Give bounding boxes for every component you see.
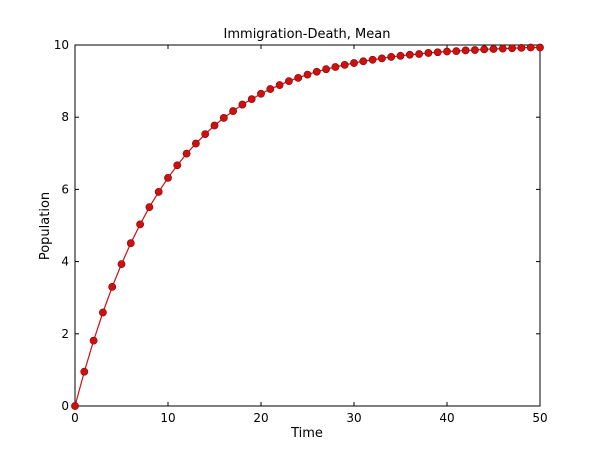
- data-point: [377, 54, 386, 63]
- data-point: [517, 43, 526, 52]
- data-point: [461, 46, 470, 55]
- data-point: [396, 51, 405, 60]
- series-line: [74, 46, 540, 407]
- data-point: [201, 130, 210, 139]
- y-tick-label: 6: [61, 182, 69, 196]
- data-point: [433, 48, 442, 57]
- data-point: [154, 188, 163, 196]
- data-point: [257, 89, 265, 98]
- data-point: [136, 220, 144, 229]
- y-tick-label: 0: [61, 399, 69, 413]
- x-axis-label: Time: [290, 426, 323, 441]
- data-point: [443, 47, 451, 56]
- data-point: [526, 43, 535, 52]
- data-point: [108, 282, 117, 291]
- data-point: [536, 43, 544, 52]
- data-point: [191, 139, 200, 148]
- data-point: [508, 44, 516, 53]
- data-point: [368, 55, 377, 64]
- data-point: [322, 65, 330, 74]
- y-tick-label: 4: [61, 255, 69, 269]
- y-tick-label: 2: [61, 327, 69, 341]
- data-point: [350, 59, 358, 67]
- x-tick-label: 10: [160, 411, 175, 425]
- data-point: [359, 57, 368, 66]
- data-point: [489, 45, 498, 53]
- x-tick-label: 50: [532, 411, 547, 425]
- data-point: [89, 336, 98, 345]
- data-point: [238, 100, 247, 109]
- data-point: [117, 260, 126, 269]
- plot-area: 0 10 20 30 40 50 0 2 4 6 8 10: [54, 38, 548, 425]
- data-point: [284, 77, 293, 85]
- data-point: [229, 107, 237, 115]
- y-tick-label: 8: [61, 110, 69, 124]
- data-point: [126, 239, 135, 248]
- data-point: [99, 308, 107, 317]
- chart-title: Immigration-Death, Mean: [224, 27, 391, 42]
- data-point: [331, 63, 340, 71]
- data-point: [145, 203, 154, 211]
- data-point: [452, 47, 461, 56]
- data-point: [480, 45, 489, 54]
- data-point: [266, 85, 275, 93]
- data-point: [210, 121, 219, 130]
- data-point: [182, 149, 191, 158]
- x-tick-label: 20: [253, 411, 268, 425]
- x-tick-label: 30: [346, 411, 361, 425]
- data-point: [219, 114, 228, 122]
- data-point: [80, 367, 89, 376]
- data-point: [415, 50, 423, 58]
- y-axis-label: Population: [38, 192, 53, 260]
- x-tick-label: 0: [71, 411, 79, 425]
- data-point: [405, 50, 414, 59]
- data-point: [275, 81, 284, 89]
- data-point: [498, 44, 507, 53]
- plot-frame: [74, 44, 541, 407]
- data-point: [340, 60, 349, 69]
- data-point: [173, 161, 182, 170]
- data-point: [387, 53, 396, 61]
- y-tick-label: 10: [54, 38, 69, 52]
- data-point: [303, 70, 312, 79]
- data-point: [424, 49, 433, 57]
- data-point: [71, 402, 79, 410]
- data-point: [294, 73, 303, 82]
- data-point: [312, 67, 321, 76]
- data-point: [164, 173, 172, 182]
- data-point: [247, 95, 256, 104]
- x-tick-label: 40: [439, 411, 454, 425]
- data-point: [470, 46, 479, 54]
